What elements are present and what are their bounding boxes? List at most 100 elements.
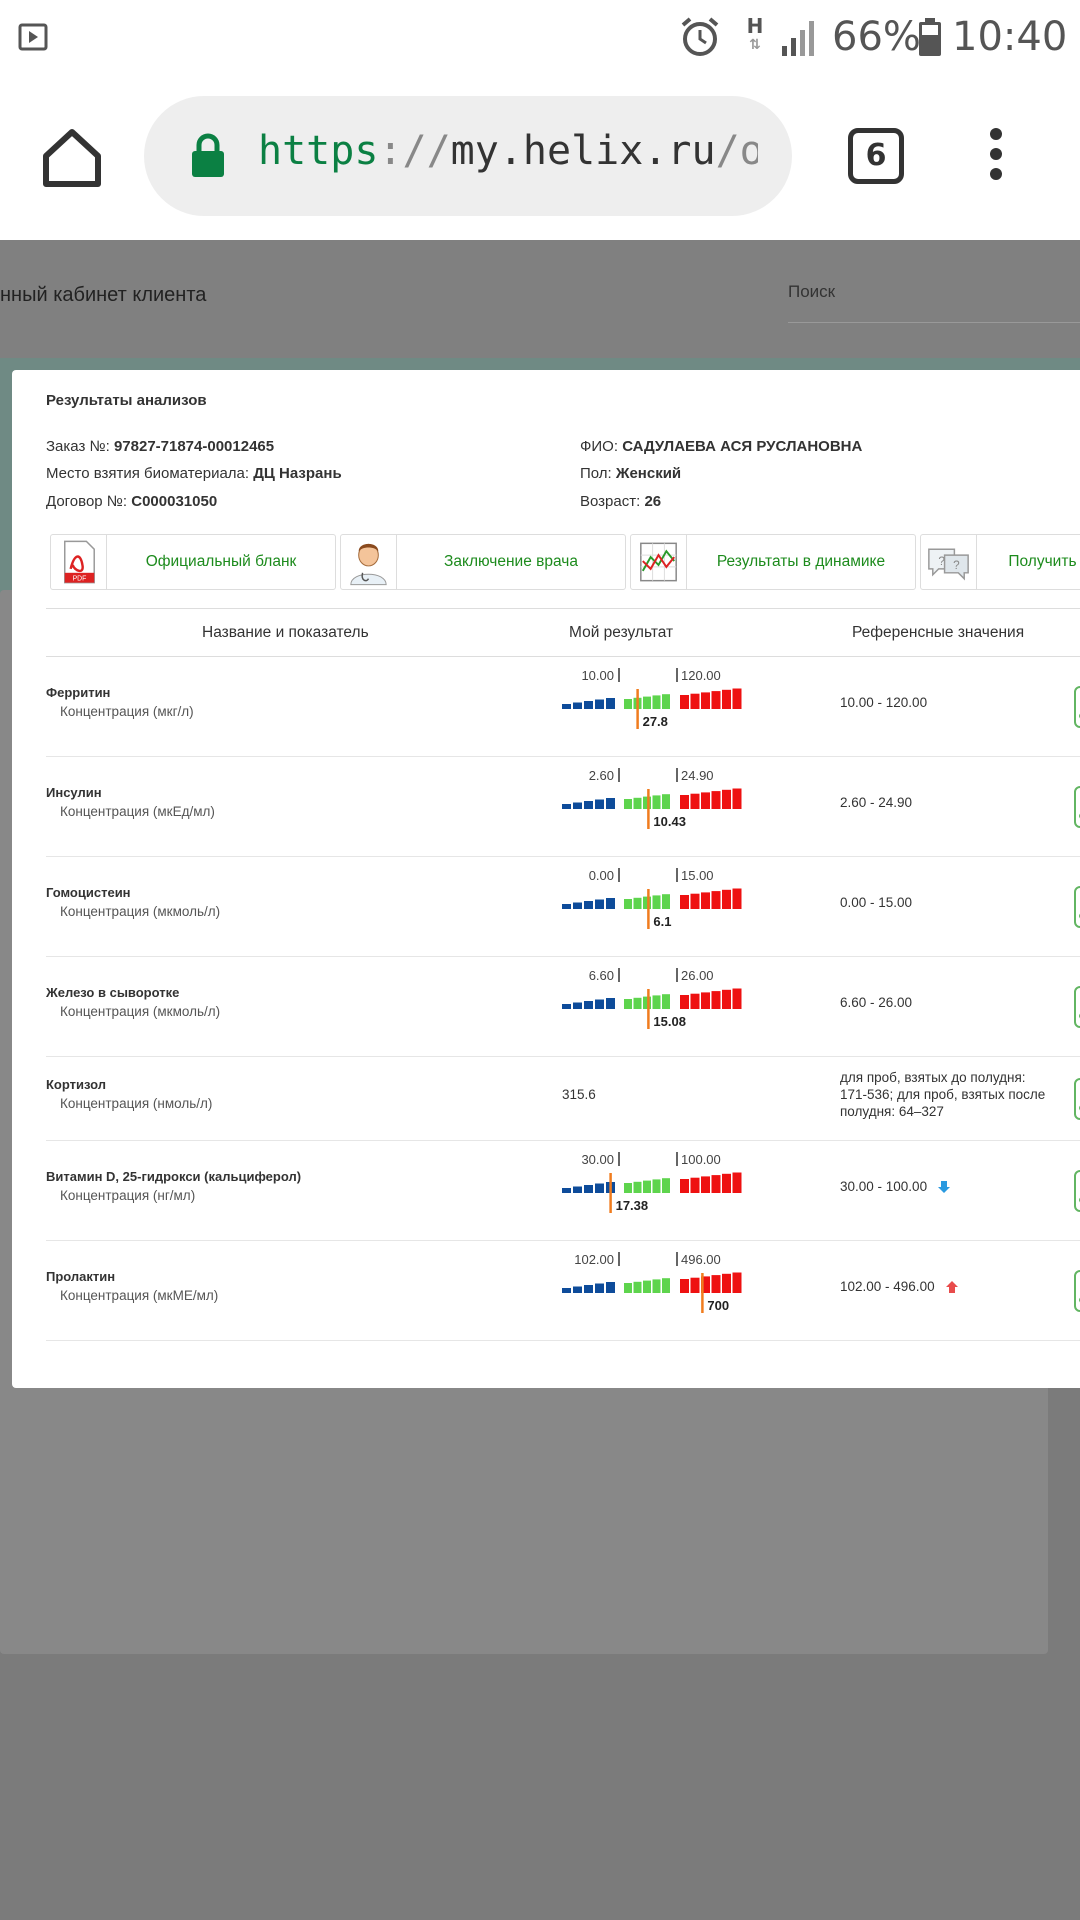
chart-link-button[interactable] xyxy=(1074,686,1080,728)
gauge-bar xyxy=(662,994,670,1009)
gauge-bar xyxy=(595,799,604,809)
gauge-bar xyxy=(573,902,582,909)
status-bar: H ⇅ 66% 10:40 xyxy=(0,0,1080,76)
reference-range: 102.00 - 496.00 xyxy=(840,1278,1050,1295)
chart-link-button[interactable] xyxy=(1074,1078,1080,1120)
reference-text: 2.60 - 24.90 xyxy=(840,795,913,810)
result-gauge: 0.00 15.00 6.1 xyxy=(562,868,742,929)
trend-icon xyxy=(1079,1197,1080,1203)
chat-icon: ? ? xyxy=(928,535,977,589)
overflow-menu-icon[interactable] xyxy=(986,128,1006,188)
gauge-bar xyxy=(701,1276,710,1293)
gauge-bar xyxy=(584,1001,593,1009)
analyte-name: Кортизол xyxy=(46,1077,107,1092)
gauge-bar xyxy=(711,891,721,909)
reference-text: 102.00 - 496.00 xyxy=(840,1279,935,1294)
gauge-bar xyxy=(606,798,615,809)
patient-age: Возраст: 26 xyxy=(580,493,662,510)
address-bar[interactable]: https://my.helix.ru/orders xyxy=(144,96,792,216)
gauge-bar xyxy=(722,889,731,909)
range-high-label: 120.00 xyxy=(681,668,721,683)
reference-text: 10.00 - 120.00 xyxy=(840,695,928,710)
analyte-name: Инсулин xyxy=(46,785,102,800)
gauge-bar xyxy=(652,795,661,809)
gauge-bar xyxy=(595,699,604,709)
gauge-bar xyxy=(584,801,593,809)
range-low-label: 30.00 xyxy=(581,1152,614,1167)
trend-icon xyxy=(1079,1297,1080,1303)
screen-record-icon xyxy=(18,23,48,51)
chart-link-button[interactable] xyxy=(1074,1170,1080,1212)
result-row: Пролактин Концентрация (мкМЕ/мл) 102.00 496… xyxy=(46,1241,1080,1341)
result-row: Витамин D, 25-гидрокси (кальциферол) Конц… xyxy=(46,1141,1080,1241)
dynamics-button[interactable]: Результаты в динамике xyxy=(630,534,916,590)
gauge-bar xyxy=(722,789,731,809)
gauge-bar xyxy=(562,1004,571,1009)
gauge-bar xyxy=(680,1179,689,1193)
reference-text: для проб, взятых до полудня: 171-536; дл… xyxy=(840,1070,1046,1119)
gauge-bar xyxy=(732,1172,742,1193)
gauge-bar xyxy=(584,701,593,709)
trend-icon xyxy=(1079,813,1080,819)
result-value: 10.43 xyxy=(653,814,686,829)
gauge-bar xyxy=(562,704,571,709)
result-gauge: 30.00 100.00 17.38 xyxy=(562,1152,742,1213)
gauge-bar xyxy=(562,804,571,809)
home-icon[interactable] xyxy=(40,126,104,190)
gauge-bar xyxy=(584,901,593,909)
analyte-name: Железо в сыворотке xyxy=(46,985,180,1000)
gauge-bar xyxy=(573,1002,582,1009)
reference-text: 30.00 - 100.00 xyxy=(840,1179,928,1194)
signal-icon xyxy=(782,21,814,56)
chart-link-button[interactable] xyxy=(1074,886,1080,928)
result-row: Гомоцистеин Концентрация (мкмоль/л) 0.00 15… xyxy=(46,857,1080,957)
range-low-label: 0.00 xyxy=(589,868,614,883)
gauge-bar xyxy=(652,995,661,1009)
doctor-conclusion-button[interactable]: Заключение врача xyxy=(340,534,626,590)
gauge-bar xyxy=(633,897,642,909)
gauge-bar xyxy=(633,1181,642,1193)
site-search-input[interactable]: Поиск xyxy=(788,282,1080,323)
gauge-bar xyxy=(701,892,710,909)
result-value: 15.08 xyxy=(653,1014,686,1029)
gauge-bar xyxy=(624,1283,632,1293)
reference-range: 10.00 - 120.00 xyxy=(840,694,1050,711)
range-high-label: 15.00 xyxy=(681,868,714,883)
gauge-bar xyxy=(701,1176,710,1193)
arrow-down-icon xyxy=(938,1181,951,1194)
analyte-name: Ферритин xyxy=(46,685,111,700)
gauge-bar xyxy=(652,895,661,909)
gauge-bar xyxy=(606,698,615,709)
chart-link-button[interactable] xyxy=(1074,986,1080,1028)
patient-sex: Пол: Женский xyxy=(580,465,682,482)
gauge-bar xyxy=(624,799,632,809)
gauge-bar xyxy=(606,1282,615,1293)
browser-toolbar: https://my.helix.ru/orders 6 xyxy=(0,76,1080,240)
analyte-name: Гомоцистеин xyxy=(46,885,131,900)
analyte-name: Пролактин xyxy=(46,1269,116,1284)
chart-link-button[interactable] xyxy=(1074,1270,1080,1312)
gauge-bar xyxy=(711,991,721,1009)
result-row: Ферритин Концентрация (мкг/л) 10.00 120.00 2… xyxy=(46,657,1080,757)
tabs-count-button[interactable]: 6 xyxy=(848,128,904,184)
column-header-reference: Референсные значения xyxy=(852,624,1025,641)
chart-link-button[interactable] xyxy=(1074,786,1080,828)
trend-icon xyxy=(1079,913,1080,919)
gauge-bar xyxy=(624,999,632,1009)
gauge-bar xyxy=(722,989,731,1009)
site-title: нный кабинет клиента xyxy=(0,284,207,306)
trend-icon xyxy=(1079,1105,1080,1111)
official-form-button[interactable]: PDF Официальный бланк xyxy=(50,534,336,590)
get-consultation-label: Получить к xyxy=(1008,553,1080,570)
gauge-bar xyxy=(624,1183,632,1193)
result-row: Железо в сыворотке Концентрация (мкмоль/л… xyxy=(46,957,1080,1057)
analyte-unit: Концентрация (нг/мл) xyxy=(60,1188,196,1203)
gauge-bar xyxy=(662,694,670,709)
gauge-bar xyxy=(633,1281,642,1293)
gauge-bar xyxy=(732,988,742,1009)
url-text: https://my.helix.ru/orders xyxy=(258,128,758,174)
get-consultation-button[interactable]: ? ? Получить к xyxy=(920,534,1080,590)
modal-title: Результаты анализов xyxy=(46,392,207,409)
gauge-bar xyxy=(722,1173,731,1193)
gauge-bar xyxy=(662,1178,670,1193)
